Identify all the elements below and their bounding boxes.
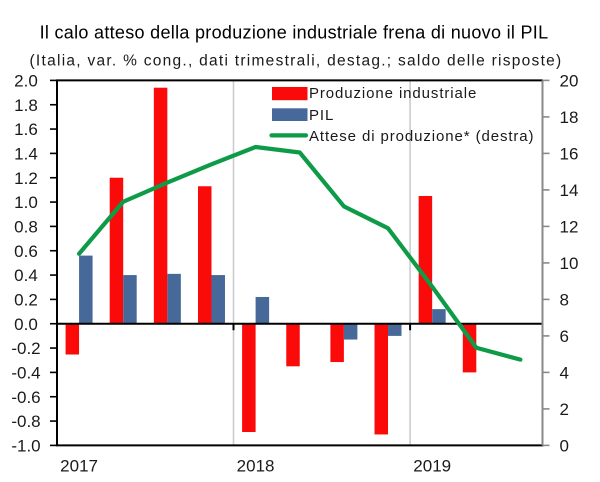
- svg-text:10: 10: [560, 254, 579, 273]
- svg-text:0.2: 0.2: [14, 291, 38, 310]
- svg-text:8: 8: [560, 290, 569, 309]
- svg-text:4: 4: [560, 363, 569, 382]
- svg-text:2018: 2018: [237, 457, 275, 476]
- svg-text:PIL: PIL: [309, 107, 334, 124]
- svg-text:1.8: 1.8: [14, 96, 38, 115]
- svg-text:1.0: 1.0: [14, 193, 38, 212]
- svg-text:-0.2: -0.2: [11, 339, 40, 358]
- svg-text:2019: 2019: [413, 457, 451, 476]
- svg-text:14: 14: [560, 181, 579, 200]
- svg-text:0.4: 0.4: [14, 266, 38, 285]
- svg-text:Il calo atteso della produzion: Il calo atteso della produzione industri…: [40, 23, 549, 43]
- svg-text:(Italia, var. % cong., dati tr: (Italia, var. % cong., dati trimestrali,…: [30, 52, 563, 69]
- svg-text:1.6: 1.6: [14, 120, 38, 139]
- svg-text:2: 2: [560, 400, 569, 419]
- svg-text:0.6: 0.6: [14, 242, 38, 261]
- svg-text:Attese di produzione* (destra: Attese di produzione* (destra): [309, 128, 534, 145]
- svg-text:0.0: 0.0: [14, 315, 38, 334]
- svg-text:20: 20: [560, 71, 579, 90]
- svg-text:-1.0: -1.0: [11, 437, 40, 456]
- svg-text:16: 16: [560, 144, 579, 163]
- svg-text:2017: 2017: [60, 457, 98, 476]
- svg-text:18: 18: [560, 108, 579, 127]
- svg-text:-0.8: -0.8: [11, 412, 40, 431]
- svg-text:1.4: 1.4: [14, 145, 38, 164]
- svg-text:0: 0: [560, 436, 569, 455]
- svg-text:Produzione industriale: Produzione industriale: [309, 85, 477, 102]
- svg-text:0.8: 0.8: [14, 218, 38, 237]
- svg-text:1.2: 1.2: [14, 169, 38, 188]
- svg-text:-0.4: -0.4: [11, 364, 40, 383]
- svg-text:-0.6: -0.6: [11, 388, 40, 407]
- svg-text:6: 6: [560, 327, 569, 346]
- svg-text:2.0: 2.0: [14, 72, 38, 91]
- svg-text:12: 12: [560, 217, 579, 236]
